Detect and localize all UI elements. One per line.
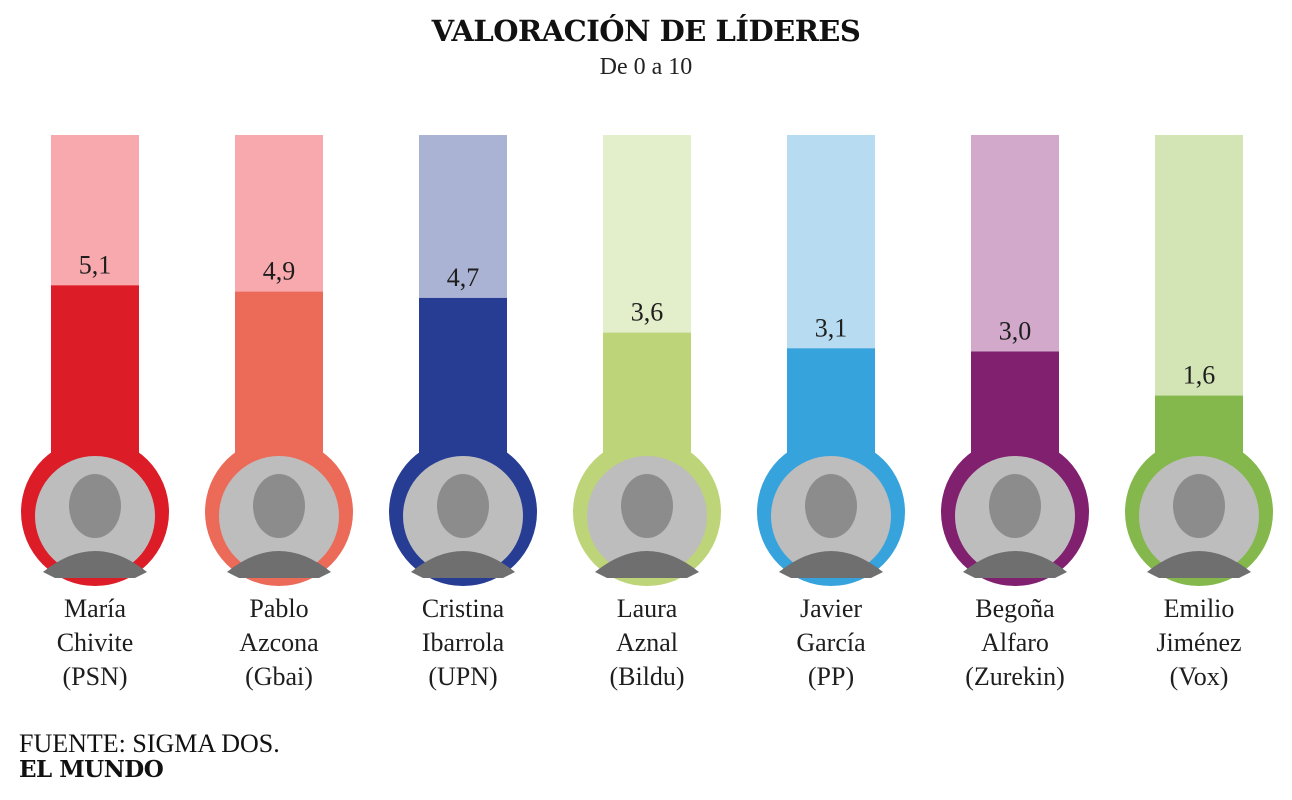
- portrait-head: [437, 474, 489, 538]
- leader-column: 3,0 Begoña Alfaro (Zurekin): [941, 135, 1089, 691]
- leader-name: García: [796, 628, 866, 657]
- party-label: (Zurekin): [965, 662, 1065, 691]
- leader-name: Chivite: [57, 628, 134, 657]
- leader-column: 4,7 Cristina Ibarrola (UPN): [389, 135, 537, 691]
- party-label: (Bildu): [609, 662, 684, 691]
- portrait-shoulders: [963, 551, 1067, 578]
- party-label: (Gbai): [245, 662, 313, 691]
- value-label: 3,6: [631, 298, 664, 327]
- chart-title: VALORACIÓN DE LÍDERES: [431, 14, 861, 48]
- portrait-shoulders: [411, 551, 515, 578]
- leader-name: Aznal: [616, 628, 678, 657]
- leader-name: Laura: [617, 594, 678, 623]
- leader-column: 1,6 Emilio Jiménez (Vox): [1125, 135, 1273, 691]
- value-label: 1,6: [1183, 361, 1216, 390]
- party-label: (PP): [808, 662, 854, 691]
- leader-rating-chart: 5,1 María Chivite (PSN) 4,9 Pablo Azcona (Gbai)…: [21, 135, 1273, 691]
- portrait-shoulders: [43, 551, 147, 578]
- value-label: 4,9: [263, 257, 296, 286]
- portrait-head: [1173, 474, 1225, 538]
- portrait-head: [805, 474, 857, 538]
- party-label: (UPN): [428, 662, 497, 691]
- leader-name: Alfaro: [981, 628, 1049, 657]
- value-label: 3,1: [815, 313, 848, 342]
- portrait-shoulders: [595, 551, 699, 578]
- portrait-head: [253, 474, 305, 538]
- leader-name: María: [64, 594, 127, 623]
- leader-column: 4,9 Pablo Azcona (Gbai): [205, 135, 353, 691]
- leader-name: Begoña: [975, 594, 1055, 623]
- value-label: 5,1: [79, 250, 112, 279]
- portrait-head: [989, 474, 1041, 538]
- party-label: (Vox): [1170, 662, 1229, 691]
- source-note: FUENTE: SIGMA DOS.: [19, 729, 280, 758]
- leader-name: Javier: [800, 594, 862, 623]
- value-label: 3,0: [999, 317, 1032, 346]
- leader-name: Pablo: [249, 594, 308, 623]
- portrait-shoulders: [779, 551, 883, 578]
- leader-name: Azcona: [239, 628, 319, 657]
- portrait-head: [621, 474, 673, 538]
- chart-subtitle: De 0 a 10: [599, 54, 693, 80]
- portrait-shoulders: [227, 551, 331, 578]
- leader-name: Emilio: [1164, 594, 1235, 623]
- value-label: 4,7: [447, 263, 480, 292]
- brand-logo: EL MUNDO: [19, 756, 164, 783]
- leader-column: 3,1 Javier García (PP): [757, 135, 905, 691]
- leader-name: Cristina: [422, 594, 505, 623]
- leader-column: 5,1 María Chivite (PSN): [21, 135, 169, 691]
- leader-name: Jiménez: [1156, 628, 1241, 657]
- portrait-head: [69, 474, 121, 538]
- portrait-shoulders: [1147, 551, 1251, 578]
- party-label: (PSN): [62, 662, 127, 691]
- leader-column: 3,6 Laura Aznal (Bildu): [573, 135, 721, 691]
- leader-name: Ibarrola: [422, 628, 505, 657]
